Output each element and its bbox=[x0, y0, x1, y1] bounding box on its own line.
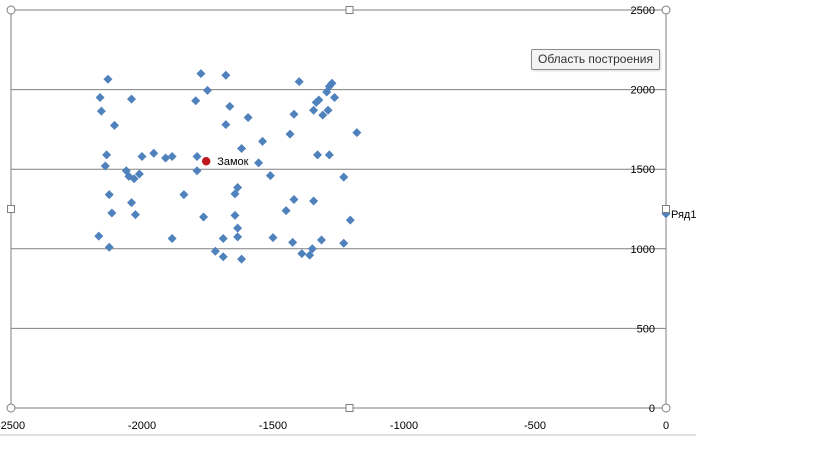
data-point[interactable] bbox=[254, 158, 264, 168]
x-tick-label: -1000 bbox=[390, 420, 418, 432]
data-point[interactable] bbox=[297, 249, 307, 259]
y-tick-label: 0 bbox=[649, 403, 655, 415]
data-point[interactable] bbox=[237, 144, 247, 154]
data-point[interactable] bbox=[95, 93, 105, 103]
legend-label: Ряд1 bbox=[671, 209, 696, 221]
data-point[interactable] bbox=[210, 246, 220, 256]
highlight-marker bbox=[201, 157, 211, 166]
data-point[interactable] bbox=[96, 106, 106, 116]
data-point[interactable] bbox=[258, 136, 268, 146]
data-point[interactable] bbox=[129, 174, 139, 184]
x-tick-label: -1500 bbox=[259, 420, 287, 432]
y-tick-label: 1500 bbox=[631, 164, 655, 176]
data-point[interactable] bbox=[167, 151, 177, 161]
data-point[interactable] bbox=[323, 105, 333, 115]
data-point[interactable] bbox=[179, 190, 189, 200]
data-point[interactable] bbox=[339, 172, 349, 182]
data-point[interactable] bbox=[230, 189, 240, 199]
resize-handle-edge[interactable] bbox=[345, 404, 354, 412]
data-point[interactable] bbox=[218, 252, 228, 262]
y-tick-label: 1000 bbox=[631, 244, 655, 256]
data-point[interactable] bbox=[265, 171, 275, 181]
data-point[interactable] bbox=[316, 235, 326, 245]
data-point[interactable] bbox=[233, 232, 243, 242]
data-point[interactable] bbox=[352, 128, 362, 138]
data-point[interactable] bbox=[313, 150, 323, 160]
data-point[interactable] bbox=[345, 215, 355, 225]
data-point[interactable] bbox=[327, 78, 337, 88]
data-point[interactable] bbox=[149, 148, 159, 158]
y-tick-label: 2000 bbox=[631, 85, 655, 97]
y-axis-tick-labels: 0 500 1000 1500 2000 2500 bbox=[631, 5, 655, 415]
data-point[interactable] bbox=[127, 198, 137, 208]
resize-handle-corner[interactable] bbox=[6, 5, 16, 15]
data-point[interactable] bbox=[221, 70, 231, 80]
data-point[interactable] bbox=[102, 150, 112, 160]
data-point[interactable] bbox=[237, 254, 247, 264]
data-point[interactable] bbox=[309, 196, 319, 206]
data-point[interactable] bbox=[230, 210, 240, 220]
data-point[interactable] bbox=[221, 120, 231, 130]
data-point[interactable] bbox=[100, 161, 110, 171]
resize-handle-edge[interactable] bbox=[662, 205, 670, 213]
data-point[interactable] bbox=[243, 112, 253, 122]
y-tick-label: 2500 bbox=[631, 5, 655, 17]
data-point[interactable] bbox=[137, 151, 147, 161]
data-point[interactable] bbox=[192, 166, 202, 176]
data-point[interactable] bbox=[288, 237, 298, 247]
x-tick-label: -500 bbox=[524, 420, 546, 432]
data-point[interactable] bbox=[218, 233, 228, 243]
data-point[interactable] bbox=[318, 110, 328, 120]
gridlines bbox=[11, 89, 666, 329]
y-tick-label: 500 bbox=[637, 323, 655, 335]
data-point[interactable] bbox=[134, 169, 144, 179]
resize-handle-edge[interactable] bbox=[7, 205, 15, 213]
data-point[interactable] bbox=[107, 208, 117, 218]
data-point[interactable] bbox=[309, 105, 319, 115]
resize-handle-corner[interactable] bbox=[661, 5, 671, 15]
data-point[interactable] bbox=[233, 223, 243, 233]
data-point[interactable] bbox=[294, 77, 304, 87]
x-tick-label: -2500 bbox=[0, 420, 25, 432]
data-point[interactable] bbox=[203, 85, 212, 95]
data-point[interactable] bbox=[199, 212, 209, 222]
data-point[interactable] bbox=[225, 101, 235, 111]
plot-area-frame[interactable] bbox=[0, 9, 696, 436]
data-point[interactable] bbox=[167, 233, 177, 243]
resize-handle-edge[interactable] bbox=[345, 6, 354, 14]
x-axis-tick-labels: -2500 -2000 -1500 -1000 -500 0 bbox=[0, 420, 669, 432]
data-point[interactable] bbox=[305, 250, 315, 260]
highlight-label: Замок bbox=[217, 156, 248, 168]
data-point[interactable] bbox=[314, 95, 324, 105]
data-point[interactable] bbox=[127, 94, 137, 104]
data-point[interactable] bbox=[339, 238, 349, 248]
selection-handles[interactable] bbox=[6, 5, 671, 413]
data-point[interactable] bbox=[161, 153, 171, 163]
series-ryad1[interactable] bbox=[94, 69, 362, 264]
data-point[interactable] bbox=[104, 190, 114, 200]
data-point[interactable] bbox=[196, 69, 206, 79]
data-point[interactable] bbox=[289, 194, 299, 204]
data-point[interactable] bbox=[191, 96, 201, 106]
data-point[interactable] bbox=[289, 109, 299, 119]
data-point[interactable] bbox=[109, 120, 119, 130]
data-point[interactable] bbox=[285, 129, 295, 139]
data-point[interactable] bbox=[104, 242, 114, 252]
data-point[interactable] bbox=[268, 233, 278, 243]
data-point[interactable] bbox=[330, 93, 340, 103]
x-tick-label: -2000 bbox=[128, 420, 156, 432]
data-point[interactable] bbox=[192, 151, 202, 161]
data-point[interactable] bbox=[94, 231, 104, 241]
data-point[interactable] bbox=[281, 206, 291, 216]
resize-handle-corner[interactable] bbox=[661, 403, 671, 413]
resize-handle-corner[interactable] bbox=[6, 403, 16, 413]
data-point[interactable] bbox=[324, 150, 334, 160]
data-point[interactable] bbox=[103, 74, 113, 84]
highlight-point: Замок bbox=[201, 156, 249, 168]
plot-area-tooltip: Область построения bbox=[531, 49, 660, 70]
x-tick-label: 0 bbox=[663, 420, 669, 432]
data-point[interactable] bbox=[130, 210, 140, 220]
